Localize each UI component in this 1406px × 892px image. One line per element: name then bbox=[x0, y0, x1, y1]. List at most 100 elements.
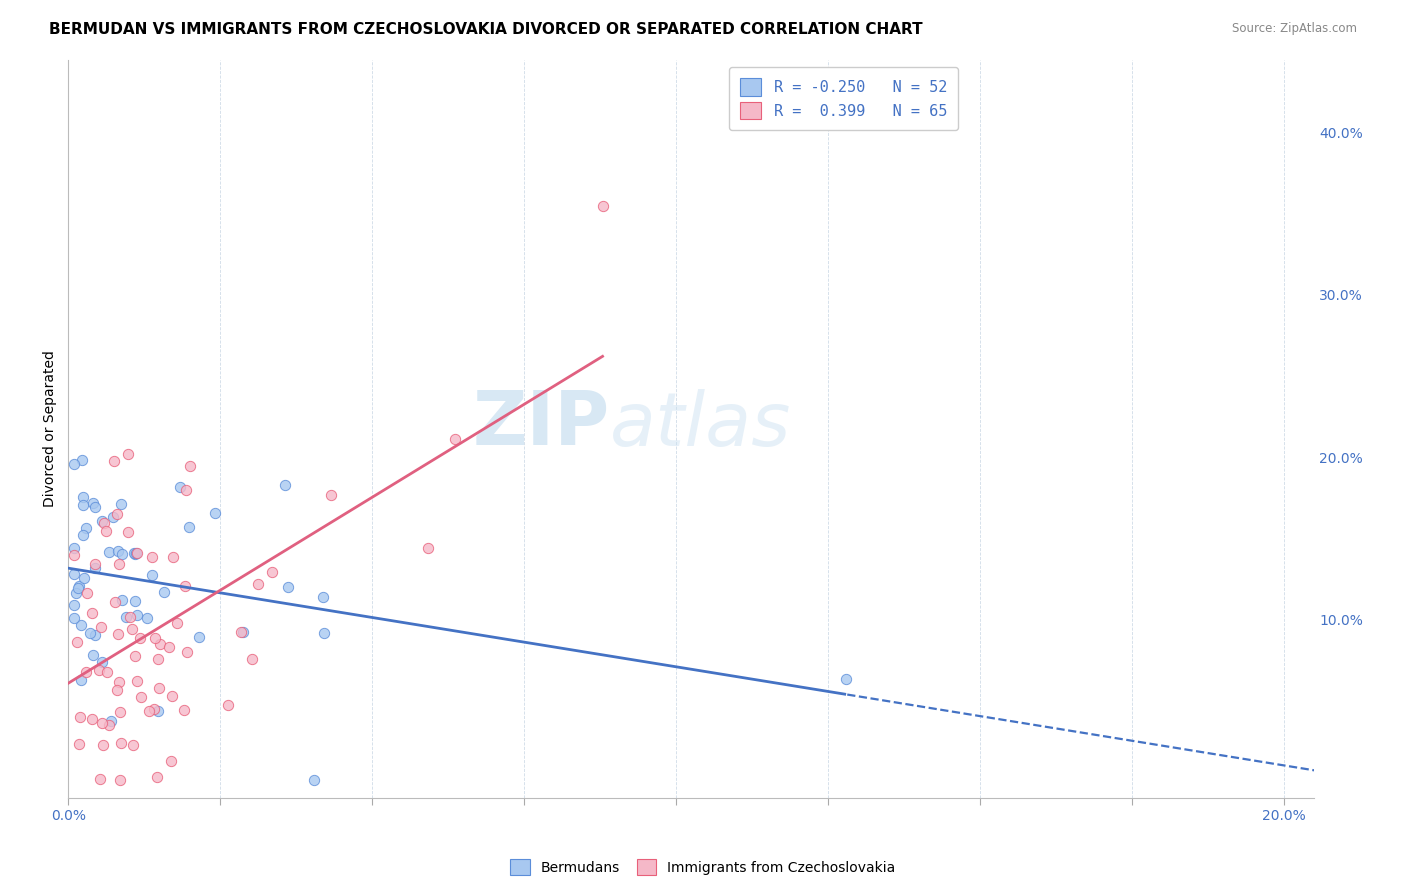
Point bbox=[232, 624, 254, 639]
Point bbox=[229, 625, 252, 640]
Point bbox=[146, 652, 169, 666]
Point bbox=[176, 645, 198, 659]
Point bbox=[159, 754, 181, 768]
Point bbox=[127, 607, 149, 622]
Point bbox=[72, 490, 94, 504]
Point bbox=[63, 548, 86, 562]
Point bbox=[90, 620, 112, 634]
Point bbox=[111, 593, 134, 607]
Point bbox=[443, 432, 465, 446]
Point bbox=[108, 772, 131, 787]
Point bbox=[80, 712, 103, 726]
Point bbox=[179, 458, 201, 473]
Point bbox=[162, 550, 184, 565]
Point bbox=[63, 611, 86, 625]
Point bbox=[274, 478, 297, 492]
Point bbox=[105, 682, 128, 697]
Point bbox=[247, 577, 270, 591]
Point bbox=[79, 625, 101, 640]
Point bbox=[83, 560, 105, 574]
Point bbox=[312, 625, 335, 640]
Point bbox=[76, 586, 98, 600]
Point bbox=[149, 637, 172, 651]
Point bbox=[129, 690, 152, 704]
Point bbox=[91, 514, 114, 528]
Point bbox=[418, 541, 440, 555]
Point bbox=[136, 611, 159, 625]
Point bbox=[124, 548, 146, 562]
Point bbox=[262, 565, 284, 579]
Point bbox=[63, 566, 86, 581]
Point bbox=[70, 453, 93, 467]
Point bbox=[96, 665, 118, 679]
Point bbox=[153, 584, 176, 599]
Point bbox=[143, 632, 166, 646]
Point bbox=[122, 546, 145, 560]
Point bbox=[91, 738, 114, 752]
Point bbox=[122, 738, 145, 752]
Point bbox=[73, 571, 96, 585]
Point bbox=[312, 591, 335, 605]
Point bbox=[67, 737, 90, 751]
Point bbox=[110, 736, 132, 750]
Point bbox=[120, 610, 142, 624]
Point bbox=[107, 627, 129, 641]
Point bbox=[143, 702, 166, 716]
Point bbox=[121, 622, 143, 636]
Legend: R = -0.250   N = 52, R =  0.399   N = 65: R = -0.250 N = 52, R = 0.399 N = 65 bbox=[730, 67, 957, 130]
Point bbox=[141, 568, 163, 582]
Point bbox=[69, 673, 91, 688]
Y-axis label: Divorced or Separated: Divorced or Separated bbox=[44, 351, 58, 507]
Point bbox=[65, 586, 87, 600]
Point bbox=[204, 506, 226, 520]
Point bbox=[166, 615, 188, 630]
Point bbox=[146, 770, 169, 784]
Point bbox=[66, 581, 89, 595]
Point bbox=[63, 541, 86, 555]
Text: ZIP: ZIP bbox=[472, 388, 610, 461]
Point bbox=[117, 447, 139, 461]
Text: Source: ZipAtlas.com: Source: ZipAtlas.com bbox=[1232, 22, 1357, 36]
Point bbox=[157, 640, 180, 655]
Point bbox=[174, 579, 197, 593]
Point bbox=[177, 519, 200, 533]
Point bbox=[141, 549, 163, 564]
Point bbox=[66, 634, 89, 648]
Point bbox=[90, 656, 112, 670]
Point bbox=[82, 496, 104, 510]
Point bbox=[169, 479, 191, 493]
Point bbox=[103, 595, 125, 609]
Point bbox=[69, 617, 91, 632]
Point bbox=[72, 498, 94, 512]
Point bbox=[129, 632, 152, 646]
Point bbox=[98, 717, 121, 731]
Point bbox=[93, 516, 115, 530]
Point bbox=[82, 648, 104, 662]
Text: atlas: atlas bbox=[610, 389, 792, 461]
Point bbox=[146, 704, 169, 718]
Point bbox=[138, 704, 160, 718]
Point bbox=[83, 558, 105, 572]
Point bbox=[277, 580, 299, 594]
Point bbox=[125, 546, 148, 560]
Point bbox=[80, 606, 103, 620]
Point bbox=[98, 545, 121, 559]
Point bbox=[162, 689, 184, 703]
Point bbox=[592, 198, 614, 212]
Point bbox=[67, 578, 90, 592]
Point bbox=[115, 610, 138, 624]
Point bbox=[302, 772, 325, 787]
Point bbox=[87, 663, 110, 677]
Point bbox=[72, 528, 94, 542]
Point bbox=[174, 483, 197, 498]
Point bbox=[89, 772, 111, 787]
Legend: Bermudans, Immigrants from Czechoslovakia: Bermudans, Immigrants from Czechoslovaki… bbox=[505, 854, 901, 880]
Point bbox=[63, 457, 86, 471]
Point bbox=[108, 706, 131, 720]
Point bbox=[107, 544, 129, 558]
Point bbox=[173, 703, 195, 717]
Point bbox=[127, 546, 149, 560]
Point bbox=[110, 497, 132, 511]
Point bbox=[108, 557, 131, 571]
Point bbox=[75, 521, 97, 535]
